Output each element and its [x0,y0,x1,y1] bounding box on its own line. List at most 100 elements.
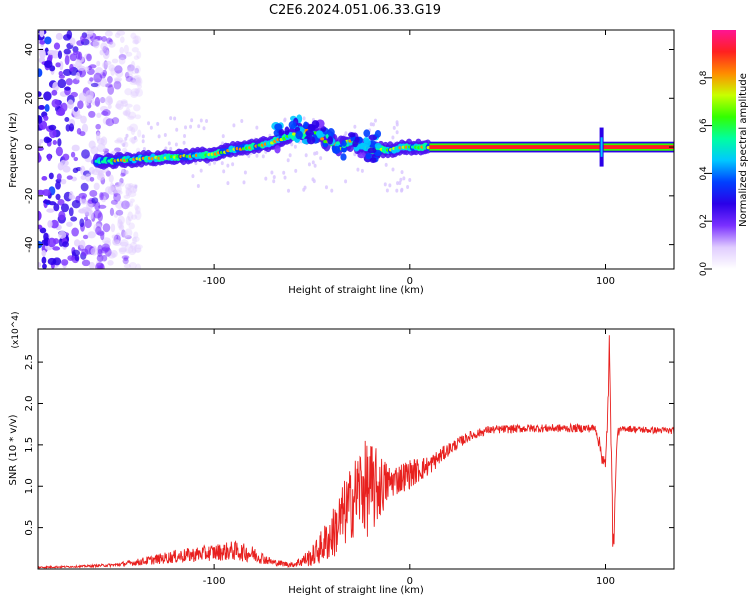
noise-dot [255,125,259,130]
noise-blob [125,75,134,82]
noise-blob [74,113,82,120]
noise-blob [66,175,73,180]
noise-blob [121,255,130,260]
noise-blob [102,223,111,233]
snr-xlabel: Height of straight line (km) [288,585,424,596]
noise-blob [85,89,94,100]
noise-blob [123,44,129,54]
noise-blob [124,71,130,79]
noise-blob [71,144,80,152]
noise-blob [125,51,133,57]
noise-blob [43,60,53,69]
noise-dot [157,134,161,139]
trace-blob [365,152,372,160]
noise-blob [81,123,89,133]
noise-blob [73,106,79,112]
noise-dot [174,142,178,147]
noise-dot [169,116,173,121]
noise-blob [100,110,109,116]
noise-blob [66,30,73,40]
noise-blob [133,231,139,239]
noise-blob [69,191,74,199]
noise-blob [60,178,67,185]
noise-blob [52,140,57,145]
noise-blob [57,198,65,206]
noise-blob [110,249,118,258]
noise-blob [135,76,143,87]
colorbar-label: Normalized spectral amplitude [738,73,749,227]
noise-blob [47,257,57,266]
noise-blob [47,153,52,162]
noise-blob [134,67,140,74]
noise-dot [199,168,203,173]
trace-blob [284,126,290,136]
noise-dot [395,188,399,193]
noise-blob [133,74,142,85]
x-tick-label: -100 [203,276,226,287]
snr-panel: -100 0 100 0.5 1.0 1.5 2.0 2.5 Height of straig… [8,311,675,596]
noise-blob [128,222,135,230]
noise-blob [91,197,99,204]
noise-blob [95,226,102,236]
noise-blob [99,77,108,88]
noise-blob [134,87,141,94]
noise-blob [132,39,139,45]
noise-blob [51,89,58,96]
noise-blob [130,88,140,97]
noise-blob [110,199,118,205]
noise-blob [120,100,129,107]
noise-blob [99,49,104,56]
noise-blob [70,151,76,158]
snr-plot-area [38,329,674,569]
noise-blob [92,38,100,49]
noise-dot [304,153,308,158]
noise-blob [127,64,135,72]
noise-dot [312,179,316,184]
y-tick-label: -20 [24,188,35,204]
noise-blob [97,143,106,153]
noise-blob [117,215,125,225]
noise-blob [57,138,62,147]
noise-blob [119,241,129,247]
colorbar-tick-label: 0.8 [699,70,709,85]
noise-dot [324,185,328,190]
noise-blob [123,231,128,239]
snr-axes: -100 0 100 0.5 1.0 1.5 2.0 2.5 [24,329,674,587]
noise-blob [115,103,122,109]
spectrogram-xlabel: Height of straight line (km) [288,285,424,296]
trace-blob [341,140,347,147]
noise-blob [41,249,47,257]
noise-dot [353,124,357,129]
noise-blob [60,102,68,112]
noise-dot [272,179,276,184]
noise-blob [118,57,126,65]
noise-blob [53,203,60,212]
noise-blob [96,112,102,118]
y-tick-label: 0 [24,144,35,150]
noise-dot [122,143,126,148]
noise-blob [118,247,127,255]
spectrogram-panel: -100 0 100 -40 -20 0 20 40 Height of straight l… [8,29,675,296]
y-tick-label: -40 [24,236,35,252]
noise-blob [127,69,134,75]
noise-dot [261,154,265,159]
noise-blob [75,71,81,81]
trace-blob [306,135,316,145]
noise-blob [69,37,76,46]
noise-blob [84,216,89,221]
noise-blob [109,207,115,217]
noise-blob [73,156,79,162]
noise-dot [147,121,151,126]
noise-blob [127,245,137,256]
spectrogram-axes: -100 0 100 -40 -20 0 20 40 [24,30,674,287]
noise-dot [264,176,268,181]
noise-blob [116,137,124,143]
noise-blob [67,99,74,110]
noise-dot [173,116,177,121]
noise-blob [114,78,121,84]
x-tick-label: 100 [596,276,615,287]
noise-blob [116,190,123,195]
noise-dot [391,135,395,140]
noise-blob [93,182,100,191]
noise-blob [129,241,138,250]
